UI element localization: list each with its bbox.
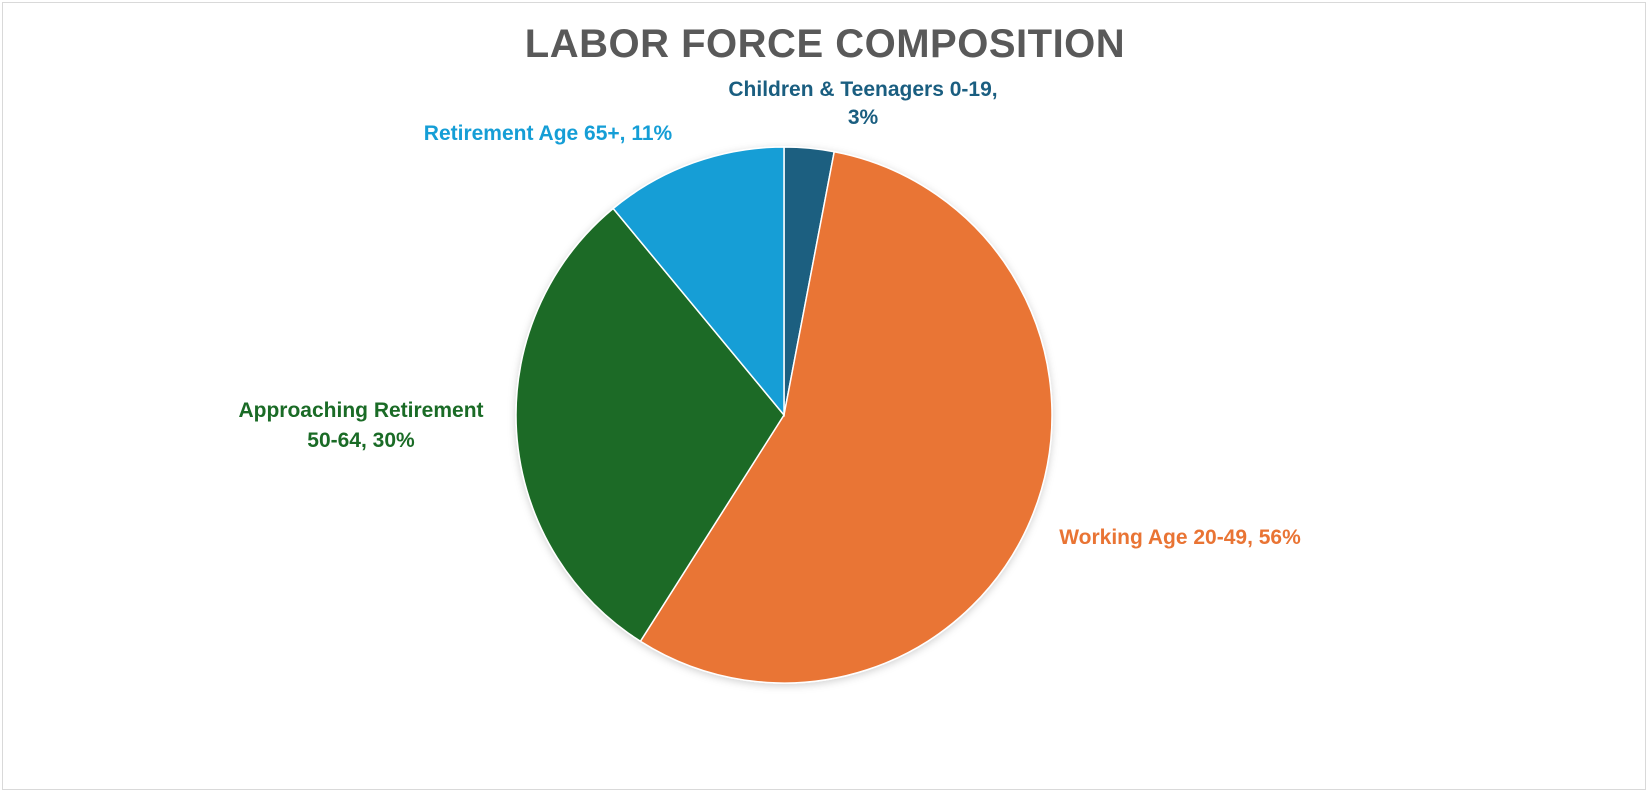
data-label-2: Working Age 20-49, 56% <box>1059 526 1301 549</box>
data-label-1: Children & Teenagers 0-19, 3% <box>728 78 997 129</box>
data-label-line: Approaching Retirement <box>238 399 483 422</box>
chart-title: LABOR FORCE COMPOSITION <box>524 22 1126 66</box>
pie-labels: Children & Teenagers 0-19, 3% Working Age … <box>238 78 1301 549</box>
data-label-line: Working Age 20-49, 56% <box>1059 526 1301 549</box>
data-label-line: Retirement Age 65+, 11% <box>424 122 673 145</box>
pie-slices <box>515 146 1053 684</box>
pie-slice-3 <box>515 207 785 643</box>
data-label-line: Children & Teenagers 0-19, <box>728 78 997 101</box>
pie-slice-4 <box>612 146 785 418</box>
data-label-line: 3% <box>848 106 879 129</box>
pie-slice-2 <box>639 150 1053 684</box>
data-label-3: Approaching Retirement 50-64, 30% <box>238 399 483 452</box>
data-label-line: 50-64, 30% <box>307 429 415 452</box>
data-label-4: Retirement Age 65+, 11% <box>424 122 673 145</box>
